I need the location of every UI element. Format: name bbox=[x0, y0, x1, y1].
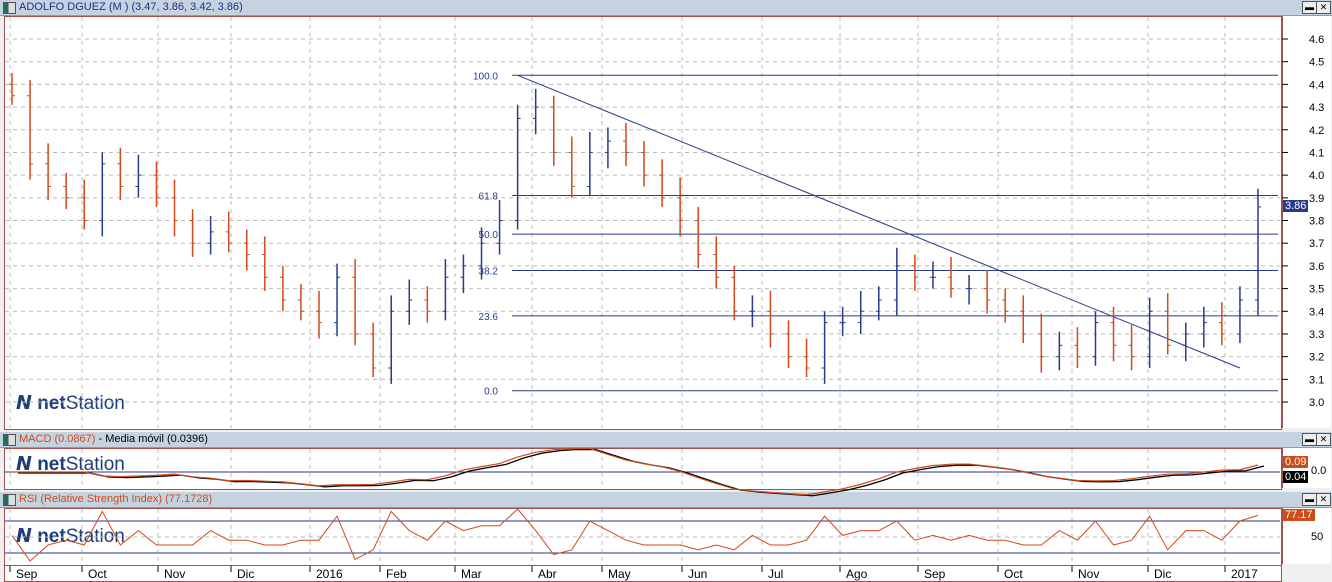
y-tick-label: 3.6 bbox=[1309, 261, 1324, 273]
macd-header: MACD (0.0867) - Media móvil (0.0396) ▬ ✕ bbox=[0, 432, 1332, 448]
y-tick-label: 4.0 bbox=[1309, 170, 1324, 182]
fib-level-label: 23.6 bbox=[479, 312, 499, 323]
y-tick-label: 4.2 bbox=[1309, 125, 1324, 137]
date-label-Mar: Mar bbox=[461, 567, 482, 581]
macd-window-icon bbox=[3, 434, 16, 446]
date-label-Feb: Feb bbox=[386, 567, 407, 581]
y-tick-label: 3.5 bbox=[1309, 284, 1324, 296]
close-button[interactable]: ✕ bbox=[1316, 1, 1331, 14]
macd-ma-title: Media móvil (0.0396) bbox=[105, 433, 208, 445]
date-label-Dic: Dic bbox=[1154, 567, 1171, 581]
y-tick-label: 3.8 bbox=[1309, 216, 1324, 228]
price-axis bbox=[1281, 16, 1331, 428]
y-tick-label: 3.3 bbox=[1309, 329, 1324, 341]
price-chart-panel[interactable] bbox=[4, 16, 1282, 430]
macd-signal-line bbox=[18, 448, 1265, 497]
chart-window-icon bbox=[3, 2, 16, 14]
macd-zero-label: 0.0 bbox=[1311, 465, 1327, 477]
fib-level-label: 61.8 bbox=[479, 192, 499, 203]
date-label-Jul: Jul bbox=[768, 567, 783, 581]
rsi-window-icon bbox=[3, 494, 16, 506]
y-tick-label: 3.2 bbox=[1309, 352, 1324, 364]
y-tick-label: 4.6 bbox=[1309, 34, 1324, 46]
date-label-Nov: Nov bbox=[164, 567, 185, 581]
date-label-Sep: Sep bbox=[924, 567, 946, 581]
y-tick-label: 3.1 bbox=[1309, 374, 1324, 386]
y-tick-label: 4.1 bbox=[1309, 147, 1324, 159]
y-tick-label: 4.3 bbox=[1309, 102, 1324, 114]
macd-title: MACD (0.0867) bbox=[19, 433, 96, 445]
rsi-50-label: 50 bbox=[1311, 531, 1324, 543]
y-tick-label: 3.0 bbox=[1309, 397, 1324, 409]
y-tick-label: 3.7 bbox=[1309, 238, 1324, 250]
fib-level-label: 50.0 bbox=[479, 230, 499, 241]
y-tick-label: 4.4 bbox=[1309, 79, 1324, 91]
date-label-Oct: Oct bbox=[88, 567, 107, 581]
y-tick-label: 3.9 bbox=[1309, 193, 1324, 205]
date-label-Dic: Dic bbox=[237, 567, 254, 581]
date-label-Jun: Jun bbox=[688, 567, 707, 581]
fib-level-label: 0.0 bbox=[484, 387, 498, 398]
macd-value-tag: 0.09 bbox=[1283, 456, 1309, 468]
rsi-close-button[interactable]: ✕ bbox=[1316, 493, 1331, 506]
fib-level-label: 100.0 bbox=[473, 71, 498, 82]
ma-value-tag: 0.04 bbox=[1283, 471, 1309, 483]
netstation-logo-macd: 𝙉 netStation bbox=[16, 454, 125, 475]
fib-level-label: 38.2 bbox=[479, 266, 499, 277]
last-price-tag: 3.86 bbox=[1283, 200, 1309, 212]
rsi-line bbox=[11, 508, 1259, 562]
netstation-logo: 𝙉 netStation bbox=[16, 393, 125, 414]
rsi-value-tag: 77.17 bbox=[1283, 509, 1315, 521]
date-label-May: May bbox=[608, 567, 631, 581]
date-label-Oct: Oct bbox=[1004, 567, 1023, 581]
macd-separator: - bbox=[95, 433, 106, 445]
date-label-2016: 2016 bbox=[316, 567, 343, 581]
macd-close-button[interactable]: ✕ bbox=[1316, 433, 1331, 446]
macd-panel[interactable] bbox=[4, 448, 1282, 490]
date-label-Sep: Sep bbox=[16, 567, 38, 581]
rsi-header: RSI (Relative Strength Index) (77.1728) … bbox=[0, 492, 1332, 508]
date-label-2017: 2017 bbox=[1231, 567, 1258, 581]
macd-line bbox=[12, 447, 1259, 496]
main-chart-header: ADOLFO DGUEZ (M ) (3.47, 3.86, 3.42, 3.8… bbox=[0, 0, 1332, 16]
main-chart-title: ADOLFO DGUEZ (M ) (3.47, 3.86, 3.42, 3.8… bbox=[19, 1, 243, 13]
y-tick-label: 3.4 bbox=[1309, 306, 1324, 318]
rsi-title: RSI (Relative Strength Index) (77.1728) bbox=[19, 493, 213, 505]
date-label-Nov: Nov bbox=[1078, 567, 1099, 581]
trendline bbox=[517, 74, 1241, 369]
date-label-Abr: Abr bbox=[538, 567, 557, 581]
y-tick-label: 4.5 bbox=[1309, 57, 1324, 69]
date-label-Ago: Ago bbox=[846, 567, 868, 581]
